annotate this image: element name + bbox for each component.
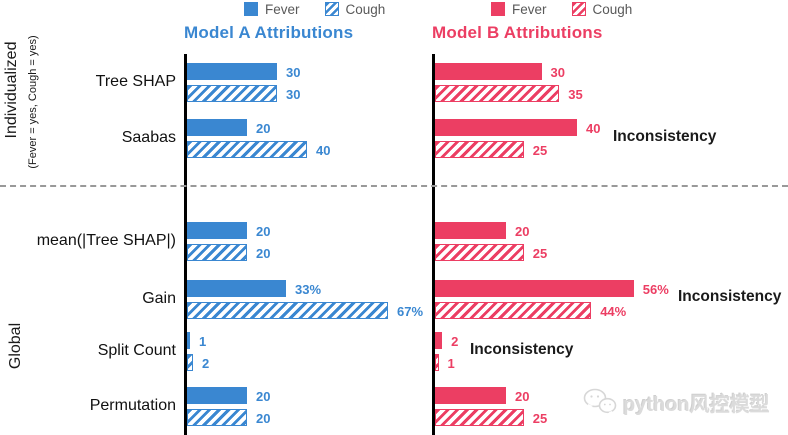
fever-solid-swatch-icon	[244, 2, 258, 16]
row-label-saabas: Saabas	[121, 129, 176, 146]
bar-model-b-tree-shap-cough	[435, 85, 560, 102]
bar-model-a-permutation-fever	[187, 387, 247, 404]
value-model-b-tree-shap-cough: 35	[568, 87, 583, 102]
value-model-a-permutation-cough: 20	[256, 411, 271, 426]
legend-cough-label: Cough	[345, 1, 386, 17]
fever-solid-swatch-icon	[491, 2, 505, 16]
model-a-axis-line	[184, 54, 187, 435]
watermark-text: python风控模型	[623, 393, 770, 416]
bar-model-a-tree-shap-fever	[187, 63, 277, 80]
row-label-gain: Gain	[142, 290, 176, 307]
bar-model-a-gain-fever	[187, 280, 286, 297]
row-label-split-count: Split Count	[97, 342, 176, 359]
bar-model-a-saabas-cough	[187, 141, 307, 158]
value-model-b-tree-shap-fever: 30	[550, 65, 565, 80]
value-model-b-permutation-fever: 20	[515, 389, 530, 404]
bar-model-b-permutation-fever	[435, 387, 506, 404]
inconsistency-annotation-saabas: Inconsistency	[613, 128, 717, 145]
bar-model-a-split-count-cough	[187, 354, 193, 371]
model-b-title: Model B Attributions	[432, 23, 603, 42]
bar-model-a-saabas-fever	[187, 119, 247, 136]
legend-model-b: Fever Cough	[491, 1, 650, 17]
value-model-a-gain-cough: 67%	[397, 304, 424, 319]
value-model-b-gain-fever: 56%	[642, 282, 669, 297]
inconsistency-annotation-gain: Inconsistency	[678, 288, 782, 305]
bar-model-b-mean-tree-shap-cough	[435, 244, 524, 261]
bar-model-a-tree-shap-cough	[187, 85, 277, 102]
value-model-b-split-count-cough: 1	[447, 356, 455, 371]
model-a-title: Model A Attributions	[184, 23, 354, 42]
bar-model-b-gain-cough	[435, 302, 592, 319]
value-model-a-saabas-fever: 20	[256, 121, 271, 136]
bar-model-b-permutation-cough	[435, 409, 524, 426]
bar-model-b-tree-shap-fever	[435, 63, 542, 80]
value-model-a-mean-tree-shap-cough: 20	[256, 246, 271, 261]
cough-hatched-swatch-icon	[324, 2, 339, 16]
group-label-individualized-condition: (Fever = yes, Cough = yes)	[27, 35, 39, 169]
row-label-tree-shap: Tree SHAP	[95, 73, 176, 90]
bar-model-b-split-count-fever	[435, 332, 443, 349]
bar-model-a-split-count-fever	[187, 332, 190, 349]
value-model-a-tree-shap-fever: 30	[286, 65, 301, 80]
value-model-b-gain-cough: 44%	[600, 304, 627, 319]
bar-model-a-permutation-cough	[187, 409, 247, 426]
value-model-b-saabas-fever: 40	[586, 121, 601, 136]
row-label-permutation: Permutation	[89, 397, 176, 414]
value-model-a-mean-tree-shap-fever: 20	[256, 224, 271, 239]
watermark: python风控模型	[583, 387, 770, 417]
legend-model-a: Fever Cough	[244, 1, 403, 17]
value-model-b-split-count-fever: 2	[451, 334, 459, 349]
bar-model-a-gain-cough	[187, 302, 388, 319]
bar-model-b-split-count-cough	[435, 354, 439, 371]
section-divider	[0, 185, 788, 187]
value-model-b-mean-tree-shap-fever: 20	[515, 224, 530, 239]
value-model-a-permutation-fever: 20	[256, 389, 271, 404]
value-model-b-saabas-cough: 25	[532, 143, 548, 158]
value-model-a-split-count-fever: 1	[199, 334, 207, 349]
cough-hatched-swatch-icon	[571, 2, 586, 16]
bar-model-b-mean-tree-shap-fever	[435, 222, 506, 239]
row-label-mean-tree-shap: mean(|Tree SHAP|)	[36, 232, 176, 249]
legend-fever-label: Fever	[512, 1, 547, 17]
bar-model-b-saabas-fever	[435, 119, 577, 136]
value-model-a-tree-shap-cough: 30	[286, 87, 301, 102]
value-model-b-permutation-cough: 25	[532, 411, 548, 426]
bar-model-a-mean-tree-shap-fever	[187, 222, 247, 239]
value-model-a-split-count-cough: 2	[202, 356, 210, 371]
legend-fever-label: Fever	[265, 1, 300, 17]
model-b-axis-line	[432, 54, 435, 435]
value-model-a-gain-fever: 33%	[295, 282, 322, 297]
bar-model-a-mean-tree-shap-cough	[187, 244, 247, 261]
bar-model-b-saabas-cough	[435, 141, 524, 158]
bar-model-b-gain-fever	[435, 280, 634, 297]
value-model-a-saabas-cough: 40	[316, 143, 331, 158]
inconsistency-annotation-split-count: Inconsistency	[470, 341, 574, 358]
legend-cough-label: Cough	[592, 1, 633, 17]
value-model-b-mean-tree-shap-cough: 25	[532, 246, 548, 261]
wechat-bubbles-icon	[583, 388, 617, 416]
